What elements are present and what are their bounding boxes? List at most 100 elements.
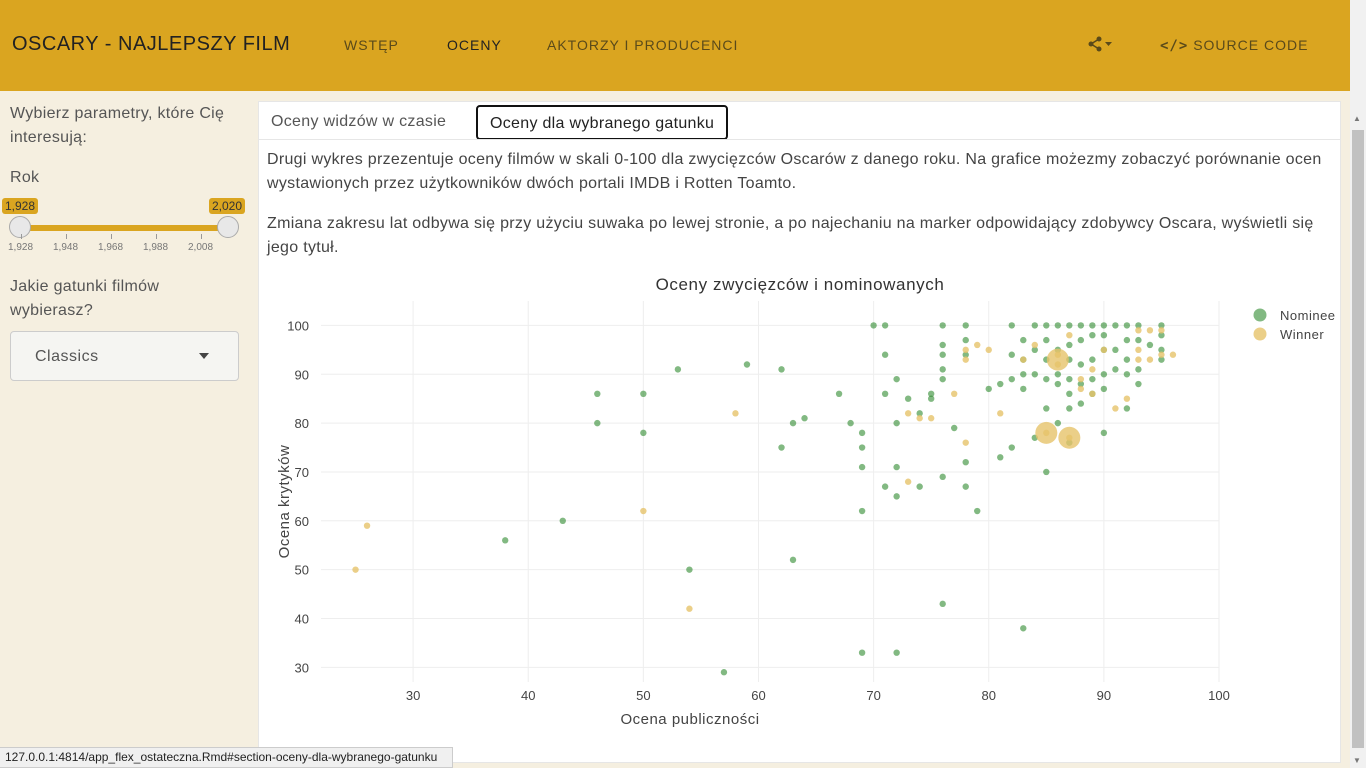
legend-nominee-label: Nominee: [1280, 308, 1336, 323]
sidebar-intro: Wybierz parametry, które Cię interesują:: [10, 102, 230, 150]
nominee-point: [1089, 332, 1095, 338]
tab-oceny-gatunku[interactable]: Oceny dla wybranego gatunku: [476, 105, 728, 140]
slider-tick-label: 1,948: [53, 242, 78, 253]
winner-point: [1135, 347, 1141, 353]
y-tick-label: 40: [295, 612, 309, 627]
genre-label: Jakie gatunki filmów wybierasz?: [10, 275, 210, 323]
winner-point: [640, 508, 646, 514]
winner-point: [1170, 352, 1176, 358]
nominee-point: [859, 508, 865, 514]
scroll-up-icon[interactable]: ▲: [1353, 114, 1361, 123]
slider-tick-label: 2,008: [188, 242, 213, 253]
genre-select[interactable]: Classics: [10, 331, 239, 381]
nominee-point: [594, 391, 600, 397]
nominee-point: [1101, 322, 1107, 328]
nominee-point: [1032, 371, 1038, 377]
chevron-down-icon: [199, 353, 209, 359]
nominee-point: [986, 386, 992, 392]
nominee-point: [1055, 322, 1061, 328]
nominee-point: [963, 337, 969, 343]
nominee-point: [1043, 405, 1049, 411]
nominee-point: [1020, 371, 1026, 377]
winner-point: [352, 566, 358, 572]
nominee-point: [939, 376, 945, 382]
nominee-point: [939, 352, 945, 358]
nominee-point: [893, 376, 899, 382]
winner-point: [963, 356, 969, 362]
nominee-point: [1066, 376, 1072, 382]
x-tick-label: 90: [1097, 688, 1111, 703]
nominee-point: [928, 395, 934, 401]
winner-highlight-point: [1047, 349, 1069, 371]
nominee-point: [951, 425, 957, 431]
nominee-point: [882, 483, 888, 489]
scroll-down-icon[interactable]: ▼: [1353, 756, 1361, 765]
winner-point: [1089, 391, 1095, 397]
app-title[interactable]: OSCARY - NAJLEPSZY FILM: [12, 33, 290, 56]
winner-point: [905, 410, 911, 416]
nav-oceny[interactable]: OCENY: [447, 37, 502, 53]
nominee-point: [1032, 322, 1038, 328]
year-slider-track[interactable]: [20, 225, 228, 231]
nominee-point: [744, 361, 750, 367]
winner-point: [1078, 376, 1084, 382]
nominee-point: [778, 444, 784, 450]
winner-point: [1032, 342, 1038, 348]
nav-aktorzy[interactable]: AKTORZY I PRODUCENCI: [547, 37, 738, 53]
nominee-point: [1009, 444, 1015, 450]
y-tick-label: 80: [295, 416, 309, 431]
x-tick-label: 60: [751, 688, 765, 703]
winner-point: [963, 347, 969, 353]
x-tick-label: 100: [1208, 688, 1230, 703]
scroll-thumb[interactable]: [1352, 130, 1364, 748]
legend-nominee-marker: [1254, 309, 1267, 322]
winner-point: [1066, 332, 1072, 338]
nominee-point: [1135, 366, 1141, 372]
year-label: Rok: [10, 166, 39, 190]
nominee-point: [1124, 337, 1130, 343]
winner-highlight-point: [1058, 427, 1080, 449]
slider-max-handle[interactable]: [217, 216, 239, 238]
nominee-point: [939, 366, 945, 372]
nominee-point: [963, 459, 969, 465]
nominee-point: [893, 464, 899, 470]
tab-oceny-w-czasie[interactable]: Oceny widzów w czasie: [259, 105, 458, 140]
nominee-point: [1089, 322, 1095, 328]
winner-point: [997, 410, 1003, 416]
nominee-point: [1135, 381, 1141, 387]
nominee-point: [963, 322, 969, 328]
sidebar: Wybierz parametry, które Cię interesują:…: [0, 91, 249, 768]
nominee-point: [790, 557, 796, 563]
nominee-point: [1078, 400, 1084, 406]
scatter-chart[interactable]: Oceny zwycięzców i nominowanych 30 40 50 60 7…: [259, 264, 1341, 744]
nominee-point: [1009, 352, 1015, 358]
nominee-point: [893, 420, 899, 426]
nominee-point: [640, 430, 646, 436]
winner-point: [1020, 356, 1026, 362]
winner-point: [951, 391, 957, 397]
y-tick-label: 60: [295, 514, 309, 529]
chart-title: Oceny zwycięzców i nominowanych: [656, 275, 945, 294]
slider-min-handle[interactable]: [9, 216, 31, 238]
nominee-point: [997, 454, 1003, 460]
winner-point: [1158, 352, 1164, 358]
y-tick-label: 100: [287, 318, 309, 333]
nominee-point: [1089, 356, 1095, 362]
y-tick-label: 30: [295, 660, 309, 675]
y-tick-label: 90: [295, 367, 309, 382]
nominee-point: [847, 420, 853, 426]
nominee-point: [939, 342, 945, 348]
share-icon[interactable]: [1088, 36, 1114, 55]
nav-wstep[interactable]: WSTĘP: [344, 37, 399, 53]
slider-tick: [111, 234, 112, 239]
winner-point: [1147, 356, 1153, 362]
nominee-point: [721, 669, 727, 675]
y-tick-label: 70: [295, 465, 309, 480]
slider-max-label: 2,020: [209, 198, 245, 214]
nominee-point: [905, 395, 911, 401]
nominee-point: [778, 366, 784, 372]
nominee-point: [939, 601, 945, 607]
nominee-point: [1020, 386, 1026, 392]
winner-point: [1078, 386, 1084, 392]
source-code-link[interactable]: </> SOURCE CODE: [1160, 37, 1308, 54]
